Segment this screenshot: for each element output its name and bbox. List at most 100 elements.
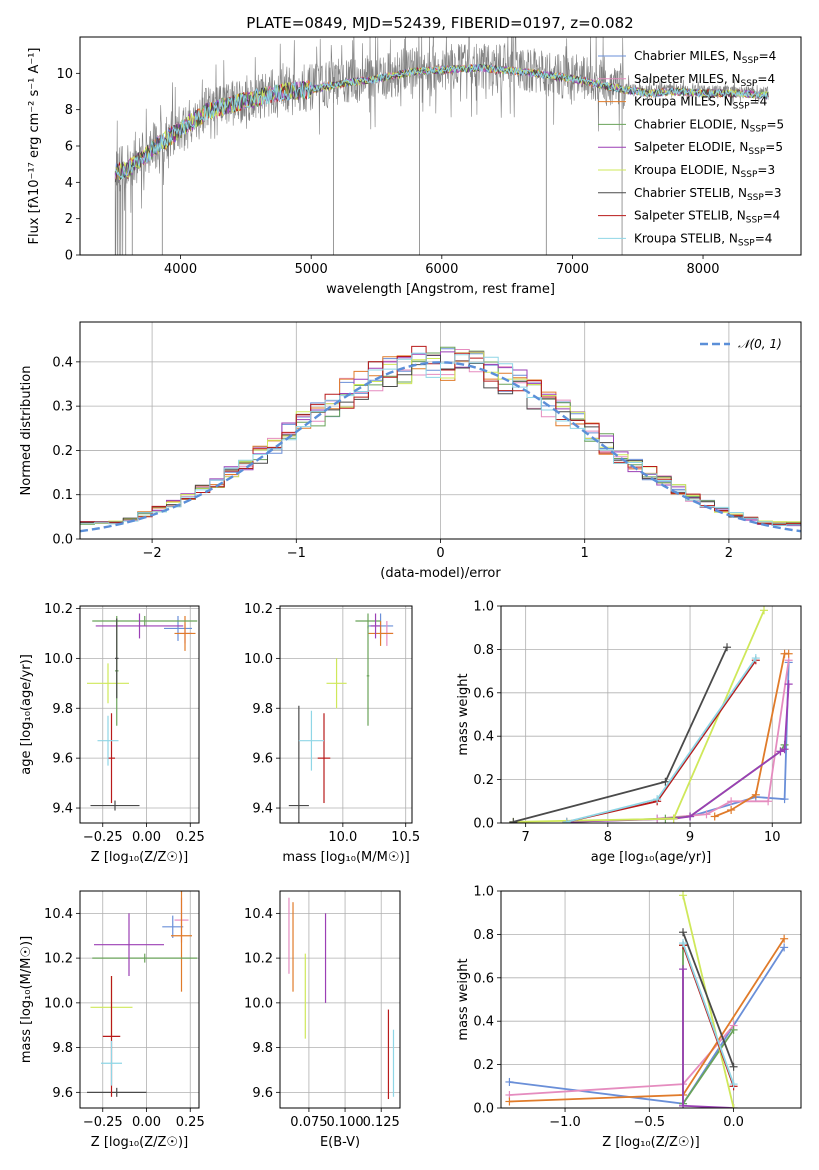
x-axis-label: Z [log₁₀(Z/Z☉)] [602,1135,699,1150]
y-tick-label: 1.0 [473,600,494,615]
x-axis-label: age [log₁₀(age/yr)] [591,850,712,865]
legend-label-main: Kroupa ELODIE, N [634,163,741,177]
plot-area-mass_weight_vs_age [509,606,793,823]
x-tick-label: 0.25 [176,1115,205,1130]
legend-label-sub: SSP [748,147,765,157]
legend-label-sub: SSP [746,216,763,226]
y-tick-label: 10.4 [244,907,273,922]
plot-area-spectrum [114,37,769,255]
legend-label-main: Kroupa STELIB, N [634,231,738,245]
y-tick-label: 10.2 [44,602,73,617]
y-tick-label: 9.6 [52,1086,73,1101]
legend-label-sub: SSP [741,170,758,180]
x-tick-label: −1.0 [549,1115,581,1130]
plot-area-mass_weight_vs_Z [505,891,789,1108]
x-tick-label: −1 [287,546,306,561]
legend-label-sub: SSP [733,102,750,112]
mass-weight-line-salpeter_stelib [566,659,757,823]
plot-area-mass_vs_Z [87,891,198,1097]
legend-label: Chabrier STELIB, NSSP=3 [634,186,782,203]
mass-weight-marker-salpeter_elodie [784,680,793,689]
y-axis-label: age [log₁₀(age/yr)] [19,654,34,775]
y-tick-label: 0.6 [473,971,494,986]
legend-label-main: Kroupa MILES, N [634,95,733,109]
x-tick-label: 0.075 [290,1115,327,1130]
y-tick-label: 8 [65,103,73,118]
mass-weight-marker-kroupa_stelib [729,1080,738,1089]
mass-weight-line-salpeter_miles [657,660,790,820]
x-tick-label: 10 [764,830,781,845]
y-tick-label: 10.2 [44,952,73,967]
axes-age_vs_mass: 10.0 10.5 9.4 9.6 9.8 10.0 10.2 mass [log₁₀(M/M… [244,602,420,865]
y-tick-label: 0.4 [473,730,494,745]
y-tick-label: 0.3 [52,400,73,415]
y-tick-label: 6 [65,140,73,155]
y-tick-label: 9.4 [52,802,73,817]
mass-weight-line-chabrier_stelib [513,646,728,823]
legend-label-sub: SSP [747,193,764,203]
y-tick-label: 4 [65,176,73,191]
legend-label-main: Salpeter STELIB, N [634,209,746,223]
y-tick-label: 0 [65,249,73,264]
y-tick-label: 0.0 [473,1102,494,1117]
plot-area-age_vs_mass [288,613,394,823]
legend-label-sub: SSP [750,124,767,134]
y-tick-label: 0.1 [52,488,73,503]
y-tick-label: 9.6 [252,1086,273,1101]
y-tick-label: 10.2 [244,602,273,617]
y-tick-label: 0.8 [473,928,494,943]
x-tick-label: 7000 [556,262,589,277]
mass-weight-line-chabrier_stelib [682,931,735,1068]
mass-weight-marker-salpeter_elodie [780,745,789,754]
x-tick-label: 0.100 [326,1115,363,1130]
y-tick-label: 0.6 [473,686,494,701]
y-axis-label: mass weight [456,958,471,1040]
axes-mass_vs_Z: −0.25 0.00 0.25 9.6 9.8 10.0 10.2 10.4 Z [log₁₀(… [19,890,205,1150]
y-tick-label: 1.0 [473,885,494,900]
legend-label-suffix: =3 [757,163,775,177]
legend-label-main: Chabrier STELIB, N [634,186,747,200]
x-axis-label: (data-model)/error [380,566,501,581]
legend-label-suffix: =5 [766,117,784,131]
legend-label-suffix: =4 [763,209,781,223]
y-tick-label: 0.2 [473,1058,494,1073]
x-tick-label: 6000 [425,262,458,277]
legend-label-suffix: =4 [757,72,775,86]
mass-weight-marker-kroupa_miles [727,805,736,814]
mass-weight-marker-chabrier_stelib [509,817,518,823]
mass-weight-marker-kroupa_elodie [760,606,769,615]
legend-label-sub: SSP [742,56,759,66]
legend-label-suffix: =3 [764,186,782,200]
y-tick-label: 9.8 [252,702,273,717]
mass-weight-line-chabrier_miles [509,946,785,1105]
x-tick-label: 0.0 [723,1115,744,1130]
gaussian-curve [80,361,801,533]
x-tick-label: 5000 [295,262,328,277]
plot-area-residuals [80,345,801,533]
x-tick-label: 8 [604,830,612,845]
mass-weight-marker-kroupa_miles [784,649,793,658]
histogram-kroupa_stelib [80,352,801,526]
mass-weight-marker-chabrier_miles [780,943,789,952]
axes-frame [79,890,200,1109]
y-tick-label: 10.0 [244,996,273,1011]
mass-weight-marker-kroupa_stelib [751,654,760,663]
mass-weight-marker-salpeter_elodie [686,812,695,821]
x-tick-label: 0.00 [132,830,161,845]
legend-label-suffix: =4 [759,49,777,63]
legend-label: Kroupa ELODIE, NSSP=3 [634,163,775,180]
legend-label: Kroupa MILES, NSSP=4 [634,95,767,112]
legend-label-main: Chabrier ELODIE, N [634,117,750,131]
y-tick-label: 0.8 [473,643,494,658]
y-tick-label: 10.4 [44,907,73,922]
legend-label-main: Chabrier MILES, N [634,49,742,63]
axes-mass_weight_vs_Z: −1.0 −0.5 0.0 0.0 0.2 0.4 0.6 0.8 1.0 Z [log₁₀(Z/… [456,885,802,1150]
mass-weight-marker-chabrier_stelib [679,928,688,937]
axes-frame [79,605,200,824]
legend-label-main: Salpeter ELODIE, N [634,140,748,154]
legend-label-suffix: =4 [750,95,768,109]
mass-weight-marker-chabrier_stelib [661,777,670,786]
mass-weight-marker-salpeter_miles [702,810,711,819]
y-axis-label: mass weight [456,673,471,755]
